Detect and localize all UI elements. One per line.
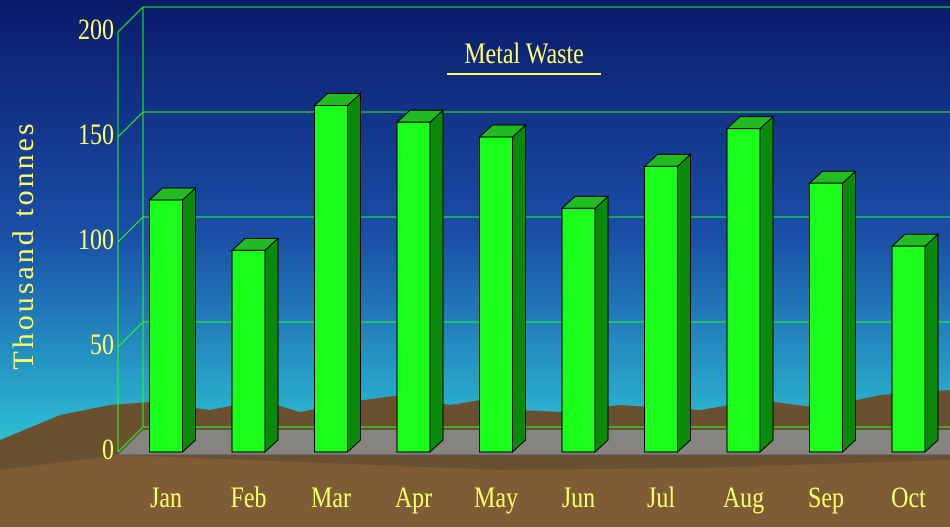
x-tick-label: Mar bbox=[311, 480, 351, 513]
bar bbox=[231, 249, 266, 453]
bar-side bbox=[429, 109, 444, 454]
bar-side bbox=[842, 170, 856, 454]
x-tick-label: May bbox=[474, 480, 518, 513]
grid-line-side bbox=[117, 426, 144, 453]
bar-side bbox=[264, 237, 279, 454]
bar bbox=[726, 128, 761, 453]
bar bbox=[149, 199, 183, 453]
grid-line-side bbox=[117, 6, 144, 33]
x-tick-label: Apr bbox=[395, 480, 432, 513]
ground bbox=[0, 455, 950, 527]
bar-side bbox=[759, 115, 774, 454]
bar bbox=[314, 105, 348, 453]
bar bbox=[809, 182, 843, 453]
bar bbox=[561, 207, 596, 453]
grid-line-side bbox=[117, 321, 144, 348]
bar-side bbox=[677, 153, 691, 454]
bar bbox=[479, 136, 513, 453]
x-tick-label: Aug bbox=[723, 480, 765, 513]
bar bbox=[644, 165, 678, 453]
bar-side bbox=[594, 195, 609, 454]
y-axis-label: Thousand tonnes bbox=[7, 120, 40, 369]
y-tick-label: 200 bbox=[78, 12, 114, 45]
x-tick-label: Jun bbox=[562, 480, 596, 513]
x-tick-label: Jul bbox=[647, 480, 675, 513]
x-tick-label: Sep bbox=[808, 480, 844, 513]
y-tick-label: 50 bbox=[90, 327, 114, 360]
grid-line-side bbox=[117, 111, 144, 138]
bar-side bbox=[182, 186, 196, 454]
bar bbox=[891, 245, 926, 453]
y-tick-label: 0 bbox=[102, 432, 114, 465]
bar-side bbox=[512, 123, 526, 454]
y-tick-label: 150 bbox=[78, 117, 114, 150]
y-tick-label: 100 bbox=[78, 222, 114, 255]
x-tick-label: Oct bbox=[891, 480, 926, 513]
x-tick-label: Jan bbox=[150, 480, 182, 513]
bar bbox=[396, 121, 431, 453]
bar-side bbox=[347, 92, 361, 454]
bar-side bbox=[924, 233, 939, 454]
chart-title: Metal Waste bbox=[464, 36, 584, 69]
x-tick-label: Feb bbox=[231, 480, 267, 513]
grid-line-side bbox=[117, 216, 144, 243]
